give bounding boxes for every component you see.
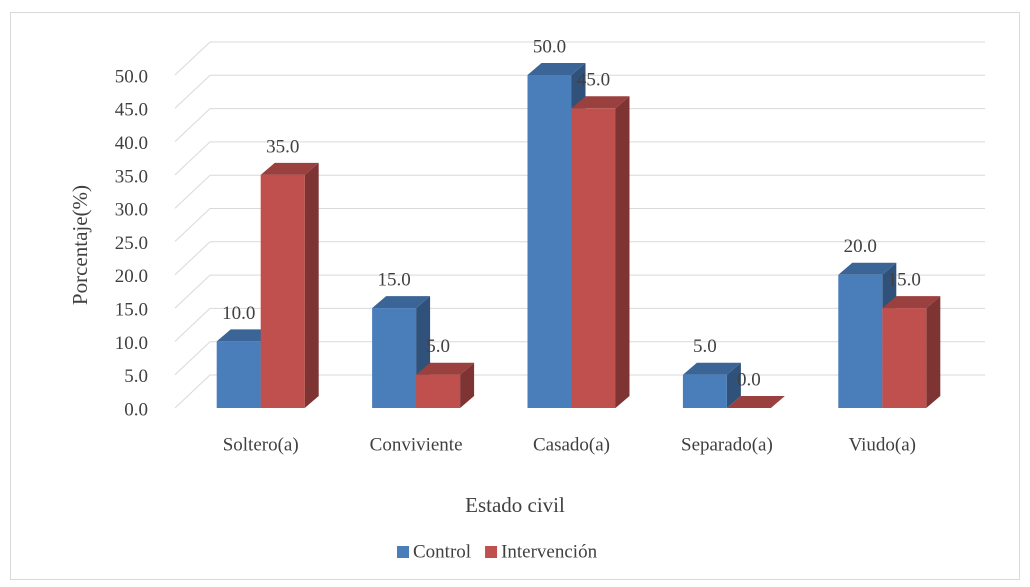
- value-label: 45.0: [577, 70, 610, 91]
- grid-line: [174, 41, 985, 76]
- y-tick-label: 30.0: [115, 200, 148, 221]
- bar-top: [527, 63, 586, 75]
- bar-top: [260, 162, 319, 175]
- grid-line: [174, 141, 985, 176]
- grid-line: [174, 174, 985, 209]
- x-tick-label: Viudo(a): [849, 434, 916, 455]
- grid-line: [174, 108, 985, 142]
- bar-side: [615, 96, 630, 409]
- bar-top: [838, 262, 897, 275]
- grid-line: [174, 341, 985, 376]
- bar: [372, 308, 417, 408]
- bar-side: [726, 362, 741, 408]
- value-label: 35.0: [266, 136, 299, 157]
- legend-swatch: [397, 546, 409, 558]
- x-axis-title: Estado civil: [465, 493, 565, 517]
- value-label: 5.0: [693, 336, 717, 357]
- y-tick-label: 15.0: [115, 299, 148, 320]
- bar-top: [372, 296, 431, 309]
- y-tick-label: 45.0: [115, 100, 148, 121]
- value-label: 10.0: [222, 303, 255, 324]
- y-tick-label: 35.0: [115, 166, 148, 187]
- bar-side: [304, 162, 319, 408]
- value-label: 15.0: [377, 269, 410, 290]
- bar-top: [571, 96, 630, 109]
- bar: [571, 108, 616, 409]
- y-axis-title: Porcentaje(%): [68, 185, 92, 305]
- y-tick-label: 20.0: [115, 266, 148, 287]
- grid-line: [174, 74, 985, 109]
- bar-top: [682, 362, 741, 375]
- bar: [527, 75, 572, 408]
- bar-top: [216, 329, 275, 342]
- value-label: 15.0: [888, 269, 921, 290]
- x-tick-label: Soltero(a): [223, 434, 299, 455]
- y-tick-label: 50.0: [115, 66, 148, 87]
- x-tick-label: Casado(a): [533, 434, 610, 455]
- bar: [416, 374, 461, 408]
- bar-top: [726, 396, 785, 408]
- bar: [216, 341, 261, 408]
- y-tick-label: 25.0: [115, 233, 148, 254]
- legend-label: Control: [413, 541, 471, 562]
- bar-top: [416, 362, 475, 375]
- value-label: 0.0: [737, 369, 761, 390]
- bar: [682, 374, 727, 408]
- value-label: 5.0: [426, 336, 450, 357]
- value-label: 50.0: [533, 36, 566, 57]
- y-tick-label: 40.0: [115, 133, 148, 154]
- bar: [882, 308, 927, 408]
- grid-line: [174, 208, 985, 242]
- bar-side: [460, 362, 475, 408]
- x-tick-label: Separado(a): [681, 434, 773, 455]
- bar-side: [926, 296, 941, 408]
- x-tick-label: Conviviente: [370, 434, 463, 455]
- value-label: 20.0: [844, 236, 877, 257]
- y-tick-label: 10.0: [115, 333, 148, 354]
- legend-swatch: [485, 546, 498, 558]
- grid-line: [174, 307, 985, 342]
- y-tick-label: 0.0: [124, 399, 148, 420]
- bar: [260, 174, 305, 408]
- bar-top: [882, 296, 941, 309]
- y-tick-label: 5.0: [124, 366, 148, 387]
- grid-line: [174, 274, 985, 309]
- legend-label: Intervención: [501, 541, 598, 562]
- grid-line: [174, 241, 985, 276]
- bar: [838, 274, 883, 408]
